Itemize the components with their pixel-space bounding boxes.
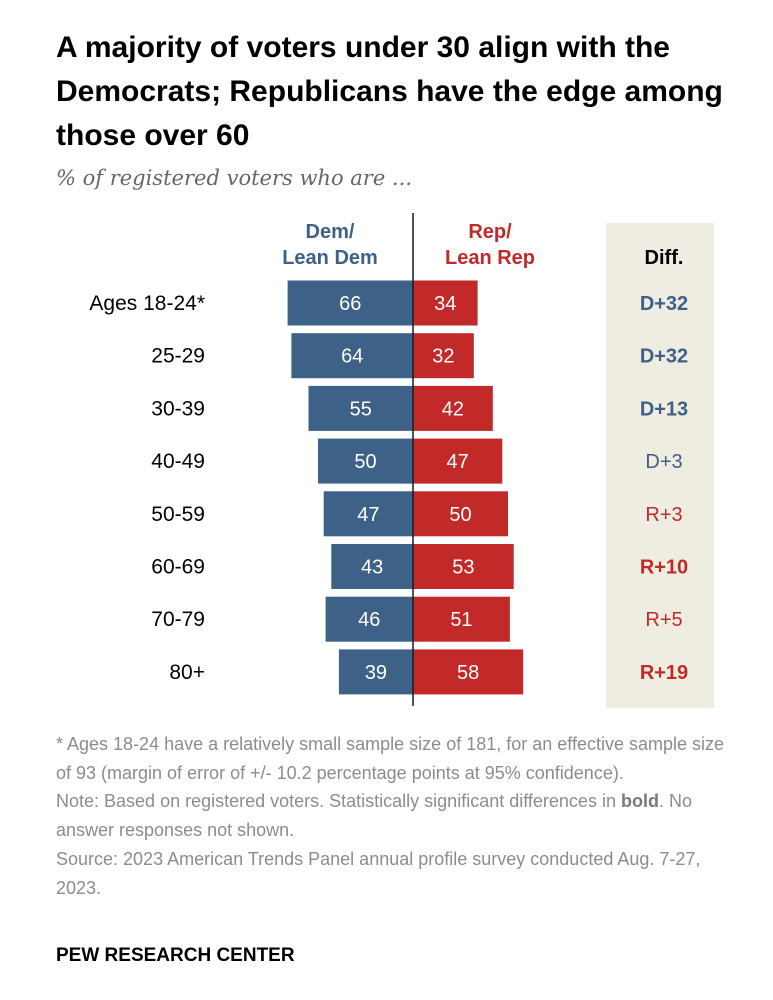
category-label: 60-69 [151,556,205,579]
dem-bar [318,438,413,484]
dem-bar [308,385,413,431]
rep-bar [413,385,493,431]
diff-value-label: R+10 [640,557,688,579]
rep-value-label: 42 [442,398,464,420]
rep-bar [413,596,510,642]
dem-header-line1: Dem/ [306,221,355,243]
chart-notes: * Ages 18-24 have a relatively small sam… [56,730,726,902]
rep-bar [413,333,474,379]
dem-value-label: 39 [365,662,387,684]
rep-value-label: 34 [434,293,456,315]
dem-value-label: 47 [357,504,379,526]
dem-value-label: 43 [361,557,383,579]
category-label: 30-39 [151,397,205,420]
diff-column-background [606,223,714,708]
dem-value-label: 50 [354,451,376,473]
source-note: Source: 2023 American Trends Panel annua… [56,848,701,898]
note-bold: bold [620,791,659,812]
rep-bar [413,544,514,589]
category-label: 25-29 [151,345,205,368]
rep-value-label: 50 [449,504,471,526]
note-prefix: Note: Based on registered voters. Statis… [56,791,621,812]
rep-bar [413,438,503,484]
dem-value-label: 55 [350,398,372,420]
category-label: 40-49 [151,450,205,473]
category-label: 80+ [169,661,205,684]
rep-bar [413,280,478,326]
rep-bar [413,491,508,537]
diff-value-label: R+5 [645,609,682,631]
category-label: 70-79 [151,608,205,631]
diff-value-label: R+3 [645,504,682,526]
rep-header-line1: Rep/ [468,221,512,243]
rep-bar [413,649,524,695]
rep-value-label: 51 [450,609,472,631]
dem-bar [338,649,413,695]
note: Note: Based on registered voters. Statis… [56,787,726,844]
category-label: 50-59 [151,503,205,526]
category-label: Ages 18-24* [89,292,205,315]
dem-value-label: 64 [341,346,363,368]
diff-value-label: D+3 [645,451,682,473]
rep-value-label: 47 [447,451,469,473]
diverging-bar-chart: Dem/Lean Dem Rep/Lean Rep Diff. Ages 18-24*… [89,213,714,708]
rep-header-line2: Lean Rep [445,247,535,269]
brand-logo-text: PEW RESEARCH CENTER [56,945,295,966]
dem-bar [323,491,413,537]
dem-bar [331,544,413,589]
dem-header-line2: Lean Dem [282,247,378,269]
diff-value-label: R+19 [640,662,688,684]
rep-value-label: 58 [457,662,479,684]
diff-header: Diff. [645,247,684,269]
dem-value-label: 66 [339,293,361,315]
chart-title: A majority of voters under 30 align with… [56,31,723,152]
dem-bar [287,280,413,326]
dem-bar [325,596,413,642]
diff-value-label: D+32 [640,293,688,315]
dem-bar [291,333,413,379]
diff-value-label: D+13 [640,398,688,420]
note-suffix: . No answer responses not shown. [56,791,692,841]
rep-value-label: 53 [452,557,474,579]
chart-subtitle: % of registered voters who are ... [56,166,412,190]
rep-value-label: 32 [432,346,454,368]
dem-value-label: 46 [358,609,380,631]
footnote: * Ages 18-24 have a relatively small sam… [56,734,725,783]
diff-value-label: D+32 [640,346,688,368]
